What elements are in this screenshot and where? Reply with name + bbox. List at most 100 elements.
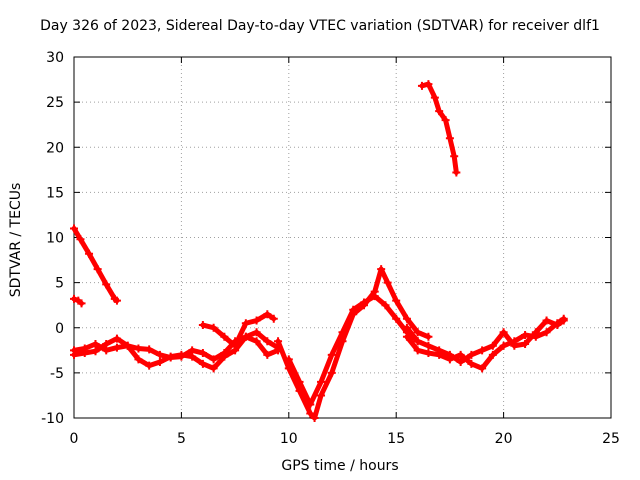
data-point	[209, 355, 218, 364]
series-line	[275, 266, 431, 421]
data-point	[209, 323, 218, 332]
series-line	[404, 316, 567, 371]
data-point	[413, 337, 422, 346]
data-point	[392, 296, 401, 305]
y-tick-label: 20	[46, 140, 64, 156]
data-point	[252, 337, 261, 346]
data-point	[231, 341, 240, 350]
data-point	[435, 107, 444, 116]
data-point	[327, 368, 336, 377]
data-point	[70, 350, 78, 359]
y-tick-label: -10	[41, 411, 64, 427]
data-point	[263, 350, 272, 359]
x-tick-label: 0	[70, 431, 79, 447]
data-point	[70, 294, 78, 303]
data-point	[220, 352, 229, 361]
x-axis-label: GPS time / hours	[281, 458, 399, 474]
data-point	[430, 93, 439, 102]
data-point	[349, 305, 358, 314]
data-point	[381, 301, 390, 310]
data-point	[413, 328, 422, 337]
data-point	[424, 349, 433, 358]
data-point	[76, 235, 85, 244]
data-point	[198, 359, 207, 368]
data-point	[467, 350, 476, 359]
data-point	[521, 339, 530, 348]
data-point	[377, 265, 386, 274]
data-point	[102, 280, 111, 289]
data-point	[284, 355, 293, 364]
data-point	[435, 346, 444, 355]
data-series	[198, 310, 278, 350]
y-tick-label: 30	[46, 50, 64, 66]
data-point	[456, 358, 465, 367]
data-point	[359, 298, 368, 307]
data-point	[467, 359, 476, 368]
data-point	[424, 341, 433, 350]
data-point	[209, 364, 218, 373]
data-point	[112, 334, 121, 343]
data-point	[478, 364, 487, 373]
data-point	[91, 339, 100, 348]
data-point	[306, 409, 315, 418]
data-point	[263, 310, 272, 319]
series-line	[200, 311, 277, 349]
x-tick-label: 5	[177, 431, 186, 447]
data-point	[441, 116, 450, 125]
data-point	[402, 314, 411, 323]
data-series	[417, 80, 461, 177]
series-line	[404, 318, 567, 365]
data-point	[134, 355, 143, 364]
data-point	[274, 337, 283, 346]
data-point	[452, 168, 461, 177]
data-series	[284, 292, 422, 409]
data-point	[269, 314, 278, 323]
y-tick-label: 25	[46, 95, 64, 111]
x-tick-label: 20	[495, 431, 513, 447]
series-line	[419, 81, 459, 176]
data-point	[488, 350, 497, 359]
data-point	[295, 377, 304, 386]
data-series	[70, 224, 121, 305]
data-point	[155, 350, 164, 359]
data-point	[531, 328, 540, 337]
data-point	[145, 361, 154, 370]
data-point	[70, 224, 78, 233]
data-point	[370, 292, 379, 301]
data-point	[220, 332, 229, 341]
data-series	[274, 265, 433, 422]
data-point	[542, 328, 551, 337]
data-point	[310, 414, 319, 422]
data-point	[445, 350, 454, 359]
data-point	[392, 314, 401, 323]
data-point	[402, 332, 411, 341]
data-point	[456, 350, 465, 359]
y-tick-label: 10	[46, 231, 64, 247]
data-point	[166, 352, 175, 361]
data-point	[402, 323, 411, 332]
data-point	[112, 296, 121, 305]
y-tick-label: 15	[46, 185, 64, 201]
data-series	[70, 332, 283, 373]
data-point	[499, 341, 508, 350]
data-point	[417, 81, 426, 90]
x-tick-label: 10	[280, 431, 298, 447]
data-point	[77, 299, 86, 308]
data-point	[112, 343, 121, 352]
data-point	[198, 349, 207, 358]
data-point	[123, 341, 132, 350]
data-point	[252, 328, 261, 337]
data-point	[263, 337, 272, 346]
data-series	[70, 294, 86, 308]
x-tick-label: 25	[602, 431, 620, 447]
y-tick-label: 5	[55, 276, 64, 292]
data-point	[499, 328, 508, 337]
data-point	[510, 341, 519, 350]
data-point	[542, 316, 551, 325]
data-point	[91, 347, 100, 356]
data-point	[241, 332, 250, 341]
data-point	[317, 391, 326, 400]
data-point	[383, 278, 392, 287]
data-point	[155, 358, 164, 367]
